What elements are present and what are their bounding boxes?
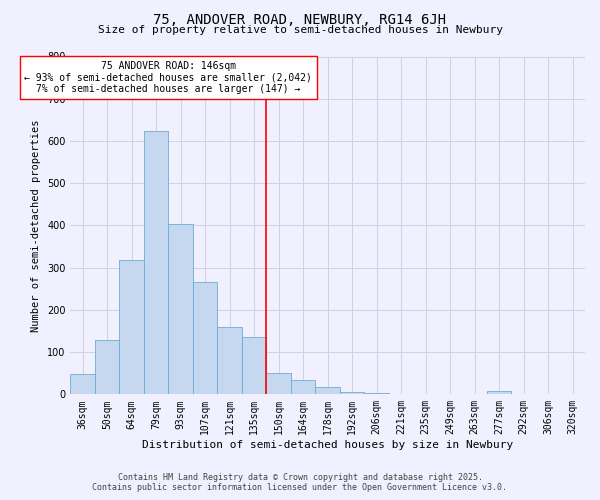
Bar [291,380,316,394]
X-axis label: Distribution of semi-detached houses by size in Newbury: Distribution of semi-detached houses by … [142,440,514,450]
Bar [95,340,119,394]
Bar [193,282,217,395]
Bar [242,338,266,394]
Text: Size of property relative to semi-detached houses in Newbury: Size of property relative to semi-detach… [97,25,503,35]
Bar [316,386,340,394]
Bar [340,392,364,394]
Bar [70,374,95,394]
Text: 75, ANDOVER ROAD, NEWBURY, RG14 6JH: 75, ANDOVER ROAD, NEWBURY, RG14 6JH [154,12,446,26]
Text: 75 ANDOVER ROAD: 146sqm
← 93% of semi-detached houses are smaller (2,042)
7% of : 75 ANDOVER ROAD: 146sqm ← 93% of semi-de… [25,60,313,94]
Text: Contains HM Land Registry data © Crown copyright and database right 2025.
Contai: Contains HM Land Registry data © Crown c… [92,473,508,492]
Bar [266,373,291,394]
Bar [169,224,193,394]
Y-axis label: Number of semi-detached properties: Number of semi-detached properties [31,119,41,332]
Bar [119,260,144,394]
Bar [487,392,511,394]
Bar [144,131,169,394]
Bar [217,327,242,394]
